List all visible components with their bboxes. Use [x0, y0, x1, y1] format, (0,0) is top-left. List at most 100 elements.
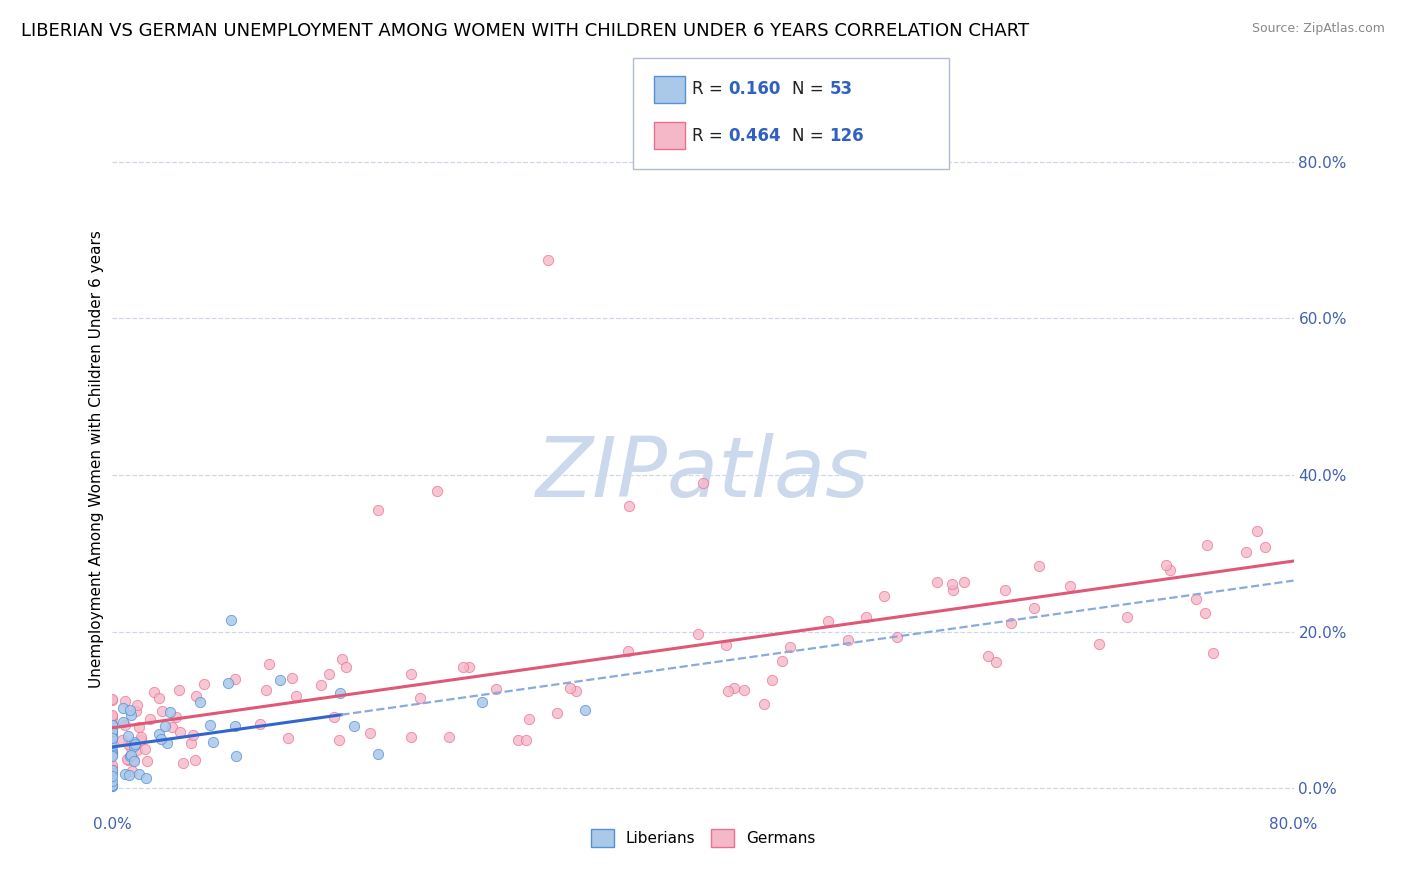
Point — [506, 733, 529, 747]
Point — [101, 717, 124, 731]
Point — [172, 756, 194, 770]
Point — [101, 748, 124, 763]
Point — [150, 731, 173, 746]
Point — [1022, 601, 1045, 615]
Point — [101, 744, 124, 758]
Point — [190, 695, 212, 709]
Point — [101, 693, 124, 707]
Point — [101, 746, 124, 760]
Point — [733, 683, 755, 698]
Point — [101, 765, 124, 780]
Point — [927, 574, 949, 589]
Point — [101, 727, 124, 741]
Point — [1194, 606, 1216, 620]
Point — [142, 685, 165, 699]
Point — [426, 483, 449, 498]
Point — [309, 678, 332, 692]
Point — [977, 648, 1000, 663]
Point — [101, 769, 124, 783]
Point — [284, 690, 307, 704]
Point — [1185, 591, 1208, 606]
Point — [101, 730, 124, 744]
Point — [1000, 615, 1022, 630]
Point — [128, 720, 150, 734]
Point — [122, 754, 145, 768]
Point — [1254, 540, 1277, 554]
Point — [139, 712, 162, 726]
Text: ZIPatlas: ZIPatlas — [536, 433, 870, 514]
Point — [111, 733, 134, 747]
Point — [994, 582, 1017, 597]
Point — [115, 752, 138, 766]
Text: Source: ZipAtlas.com: Source: ZipAtlas.com — [1251, 22, 1385, 36]
Point — [714, 638, 737, 652]
Point — [101, 731, 124, 746]
Point — [101, 718, 124, 732]
Point — [167, 683, 190, 698]
Point — [692, 475, 714, 490]
Point — [101, 748, 124, 763]
Point — [855, 610, 877, 624]
Point — [537, 252, 560, 267]
Point — [150, 704, 173, 718]
Point — [1246, 524, 1268, 538]
Point — [517, 712, 540, 726]
Point — [127, 743, 149, 757]
Point — [872, 590, 894, 604]
Point — [120, 748, 142, 763]
Point — [439, 730, 461, 744]
Point — [249, 717, 271, 731]
Point — [101, 725, 124, 739]
Point — [723, 681, 745, 696]
Point — [101, 760, 124, 774]
Point — [136, 754, 159, 768]
Point — [101, 729, 124, 743]
Point — [328, 732, 350, 747]
Point — [134, 742, 156, 756]
Point — [101, 780, 124, 794]
Point — [101, 780, 124, 794]
Point — [122, 739, 145, 753]
Point — [125, 704, 148, 718]
Point — [117, 753, 139, 767]
Point — [101, 691, 124, 706]
Point — [156, 736, 179, 750]
Point — [952, 575, 974, 590]
Text: R =: R = — [692, 80, 728, 98]
Point — [619, 500, 641, 514]
Point — [515, 732, 537, 747]
Point — [101, 708, 124, 723]
Text: LIBERIAN VS GERMAN UNEMPLOYMENT AMONG WOMEN WITH CHILDREN UNDER 6 YEARS CORRELAT: LIBERIAN VS GERMAN UNEMPLOYMENT AMONG WO… — [21, 22, 1029, 40]
Point — [193, 677, 215, 691]
Point — [257, 657, 280, 671]
Point — [942, 582, 965, 597]
Point — [546, 706, 568, 721]
Point — [101, 709, 124, 723]
Point — [1201, 646, 1223, 660]
Point — [359, 726, 381, 740]
Point — [148, 690, 170, 705]
Point — [217, 676, 239, 690]
Point — [122, 735, 145, 749]
Point — [101, 723, 124, 738]
Point — [254, 683, 277, 698]
Point — [1059, 578, 1081, 592]
Point — [770, 654, 793, 668]
Point — [342, 719, 364, 733]
Point — [180, 736, 202, 750]
Point — [118, 748, 141, 763]
Point — [409, 690, 432, 705]
Point — [399, 666, 422, 681]
Point — [118, 768, 141, 782]
Point — [367, 503, 389, 517]
Point — [101, 733, 124, 747]
Text: N =: N = — [792, 80, 828, 98]
Point — [111, 701, 134, 715]
Point — [616, 644, 638, 658]
Point — [101, 711, 124, 725]
Point — [184, 753, 207, 767]
Point — [120, 708, 142, 723]
Point — [101, 724, 124, 739]
Point — [101, 778, 124, 792]
Point — [458, 660, 481, 674]
